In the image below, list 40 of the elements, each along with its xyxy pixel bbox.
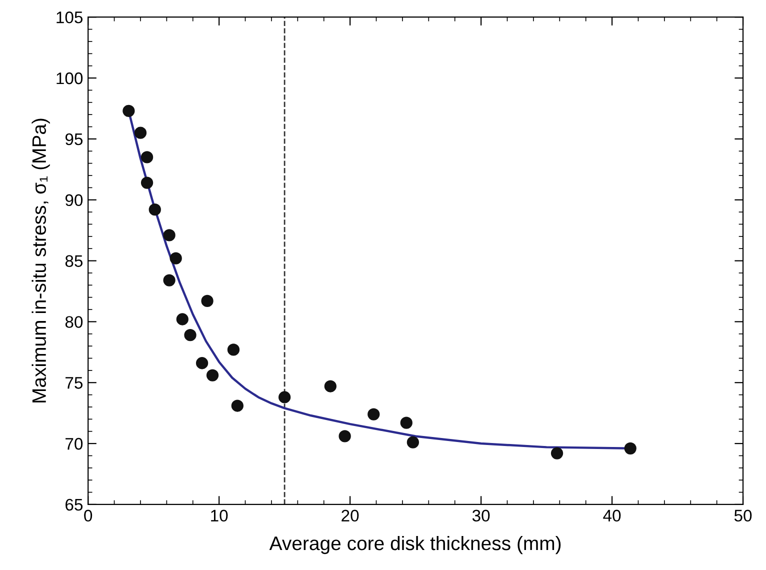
point <box>148 204 161 216</box>
point <box>278 391 291 404</box>
y-tick-label: 75 <box>66 377 83 389</box>
point <box>170 252 182 264</box>
x-tick-label: 50 <box>734 510 752 522</box>
x-tick-label: 10 <box>211 510 228 522</box>
point <box>406 436 420 448</box>
point <box>163 229 176 242</box>
y-tick-label: 105 <box>56 12 83 24</box>
y-axis-title: Maximum in-situ stress, σ₁ (MPa) <box>32 118 50 402</box>
x-axis-title: Average core disk thickness (mm) <box>269 536 561 554</box>
x-tick-label: 20 <box>342 510 359 522</box>
y-tick-label: 80 <box>65 316 83 328</box>
point <box>201 294 214 308</box>
point <box>140 151 154 164</box>
y-tick-label: 65 <box>66 498 83 511</box>
point <box>324 380 336 392</box>
point <box>134 126 147 139</box>
point <box>368 408 380 420</box>
point <box>140 176 154 189</box>
point <box>400 416 412 429</box>
y-tick-label: 90 <box>65 194 83 206</box>
y-tick-label: 85 <box>65 255 83 267</box>
point <box>176 313 188 326</box>
x-tick-label: 30 <box>472 510 490 522</box>
x-tick-label: 40 <box>603 510 621 522</box>
point <box>163 274 176 286</box>
point <box>122 104 135 117</box>
point <box>231 400 244 412</box>
point <box>184 329 196 342</box>
point <box>338 430 351 442</box>
point <box>196 357 208 370</box>
point <box>624 442 636 454</box>
point <box>550 447 564 460</box>
y-tick-label: 100 <box>56 72 83 84</box>
y-tick-label: 70 <box>66 438 83 450</box>
x-tick-label: 0 <box>84 510 92 522</box>
y-tick-label: 95 <box>65 133 83 146</box>
point <box>227 344 240 356</box>
point <box>206 369 219 382</box>
